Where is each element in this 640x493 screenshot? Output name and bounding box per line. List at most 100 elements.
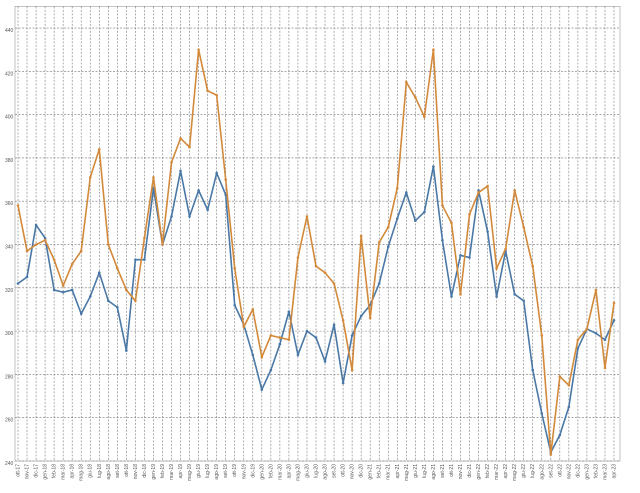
data-point xyxy=(34,223,38,227)
data-point xyxy=(116,267,119,270)
data-point xyxy=(468,212,471,216)
data-point xyxy=(594,288,598,292)
x-tick-label: mag-21 xyxy=(404,464,410,481)
data-point xyxy=(432,165,435,168)
data-point xyxy=(278,342,282,346)
y-tick-label: 300 xyxy=(5,331,14,337)
x-tick-label: ago-18 xyxy=(106,464,112,480)
data-point xyxy=(143,258,146,261)
x-tick-label: mag-20 xyxy=(295,464,301,481)
y-tick-label: 400 xyxy=(5,115,14,121)
x-tick-label: dic-22 xyxy=(575,464,581,478)
data-point xyxy=(567,383,571,387)
data-point xyxy=(260,388,264,391)
data-point xyxy=(450,221,453,225)
data-point xyxy=(25,275,29,279)
x-tick-label: mag-22 xyxy=(512,464,518,481)
data-point xyxy=(179,169,182,173)
x-tick-label: gen-19 xyxy=(151,464,157,480)
data-point xyxy=(486,230,489,233)
data-point xyxy=(395,217,399,220)
data-point xyxy=(305,215,309,218)
x-tick-label: mag-18 xyxy=(79,464,85,481)
data-point xyxy=(558,433,562,437)
data-point xyxy=(88,176,92,179)
y-tick-label: 320 xyxy=(5,288,14,294)
x-tick-label: set-22 xyxy=(548,464,554,478)
x-tick-label: dic-21 xyxy=(467,464,473,478)
data-point xyxy=(287,338,291,342)
data-point xyxy=(341,381,345,385)
x-tick-label: gen-21 xyxy=(368,464,374,480)
data-point xyxy=(576,347,580,350)
data-point xyxy=(612,318,616,322)
data-point xyxy=(405,191,408,194)
data-point xyxy=(43,236,47,240)
x-tick-label: gen-18 xyxy=(43,464,49,480)
x-tick-label: dic-17 xyxy=(34,464,40,478)
x-tick-label: set-21 xyxy=(440,464,446,478)
data-point xyxy=(215,171,218,175)
x-tick-label: ott-22 xyxy=(557,464,563,477)
y-tick-label: 380 xyxy=(5,158,14,164)
data-point xyxy=(504,247,507,251)
data-point xyxy=(251,308,255,311)
x-tick-label: giu-20 xyxy=(304,464,310,478)
x-tick-label: mar-18 xyxy=(61,464,67,480)
x-tick-label: lug-21 xyxy=(422,464,428,478)
x-tick-label: feb-23 xyxy=(593,464,599,478)
y-tick-label: 360 xyxy=(5,201,14,207)
data-point xyxy=(197,48,200,51)
data-point xyxy=(603,366,607,370)
data-point xyxy=(386,225,390,229)
data-point xyxy=(441,204,444,207)
data-point xyxy=(296,353,300,357)
data-point xyxy=(441,238,444,242)
data-point xyxy=(314,336,318,339)
x-tick-label: mar-21 xyxy=(386,464,392,480)
data-point xyxy=(549,453,553,456)
x-tick-label: giu-21 xyxy=(413,464,419,478)
data-point xyxy=(224,193,227,197)
data-point xyxy=(522,225,525,229)
data-point xyxy=(414,96,417,99)
data-point xyxy=(61,290,65,294)
x-tick-label: dic-18 xyxy=(142,464,148,478)
data-point xyxy=(260,355,264,359)
x-tick-label: ott-19 xyxy=(232,464,238,477)
data-point xyxy=(450,295,453,298)
data-point xyxy=(170,215,173,218)
data-point xyxy=(107,299,110,303)
data-point xyxy=(242,325,246,329)
x-tick-label: apr-19 xyxy=(178,464,184,479)
data-point xyxy=(495,295,498,298)
data-point xyxy=(70,262,74,266)
data-point xyxy=(423,115,426,119)
data-point xyxy=(143,236,146,240)
data-point xyxy=(585,327,589,331)
x-tick-label: mar-22 xyxy=(494,464,500,480)
x-tick-label: apr-22 xyxy=(503,464,509,479)
data-point xyxy=(332,282,336,285)
x-tick-label: lug-19 xyxy=(205,464,211,478)
data-point xyxy=(395,186,399,190)
data-point xyxy=(16,204,20,207)
data-point xyxy=(179,137,182,140)
data-point xyxy=(125,349,128,352)
x-tick-label: lug-22 xyxy=(530,464,536,478)
data-point xyxy=(486,184,489,188)
data-point xyxy=(25,249,29,253)
data-point xyxy=(567,405,571,409)
data-point xyxy=(350,368,354,372)
x-tick-label: giu-22 xyxy=(521,464,527,478)
data-point xyxy=(359,314,363,318)
data-point xyxy=(332,323,336,326)
y-tick-label: 260 xyxy=(5,418,14,424)
data-point xyxy=(116,306,119,309)
data-point xyxy=(188,145,191,149)
data-point xyxy=(540,412,544,415)
data-point xyxy=(269,368,273,372)
data-point xyxy=(224,178,227,181)
x-tick-label: nov-22 xyxy=(566,464,572,480)
